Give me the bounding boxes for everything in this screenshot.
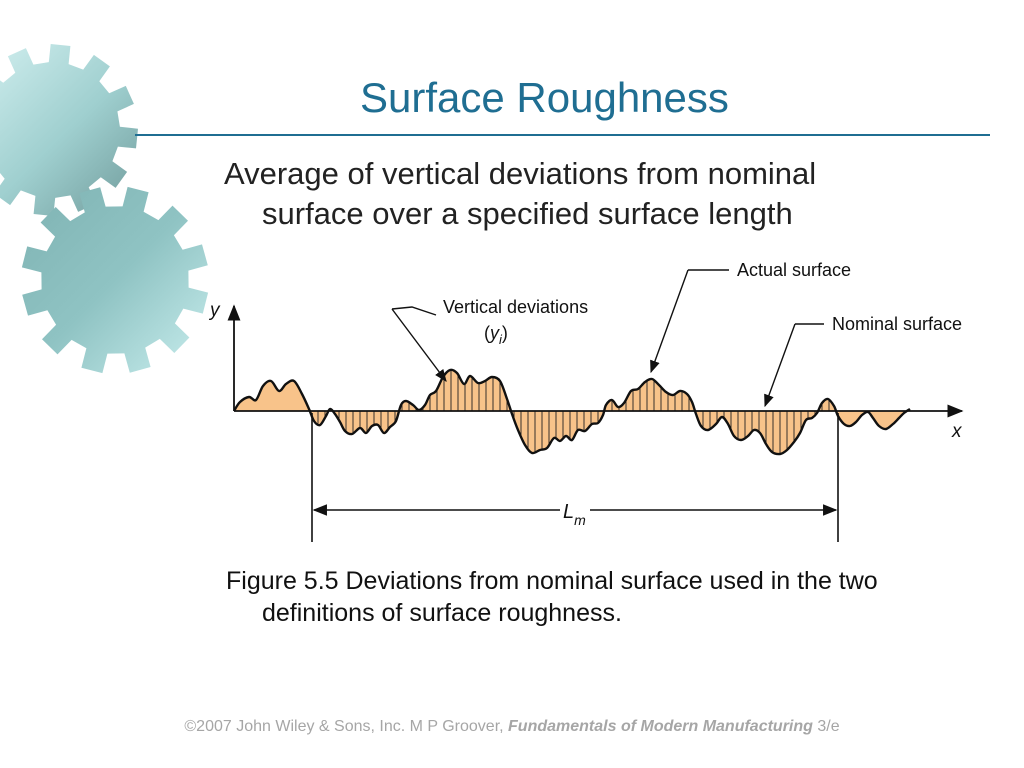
gear-top-icon (0, 44, 138, 216)
slide-title: Surface Roughness (360, 74, 729, 121)
title-divider (135, 134, 990, 136)
deviation-fill (234, 369, 910, 455)
caption-line-1: Figure 5.5 Deviations from nominal surfa… (226, 567, 878, 595)
actual-surface-profile (232, 368, 911, 456)
figure-caption: Figure 5.5 Deviations from nominal surfa… (226, 565, 1006, 629)
caption-line-2: definitions of surface roughness. (262, 599, 622, 627)
subtitle-line-1: Average of vertical deviations from nomi… (224, 156, 817, 191)
actual-surface-arrow (650, 269, 689, 374)
subtitle-line-2: surface over a specified surface length (262, 196, 793, 231)
vertical-deviations-leader (391, 306, 437, 316)
slide-subtitle: Average of vertical deviations from nomi… (224, 154, 924, 234)
yi-label: (yi) (484, 323, 508, 347)
footer-copyright: ©2007 John Wiley & Sons, Inc. M P Groove… (184, 718, 509, 735)
y-axis-label: y (208, 300, 221, 321)
footer-credit: ©2007 John Wiley & Sons, Inc. M P Groove… (0, 718, 1024, 736)
vertical-deviations-label: Vertical deviations (443, 297, 588, 317)
nominal-surface-label: Nominal surface (832, 314, 962, 334)
gear-bottom-icon (21, 186, 209, 374)
vertical-deviations-arrow (391, 308, 447, 383)
footer-book-title: Fundamentals of Modern Manufacturing (508, 718, 813, 735)
gears-decoration-icon (0, 44, 209, 374)
length-label: Lm (563, 501, 586, 528)
nominal-surface-arrow (764, 323, 796, 408)
x-axis-label: x (951, 421, 963, 442)
actual-surface-label: Actual surface (737, 260, 851, 280)
footer-edition: 3/e (812, 718, 840, 735)
